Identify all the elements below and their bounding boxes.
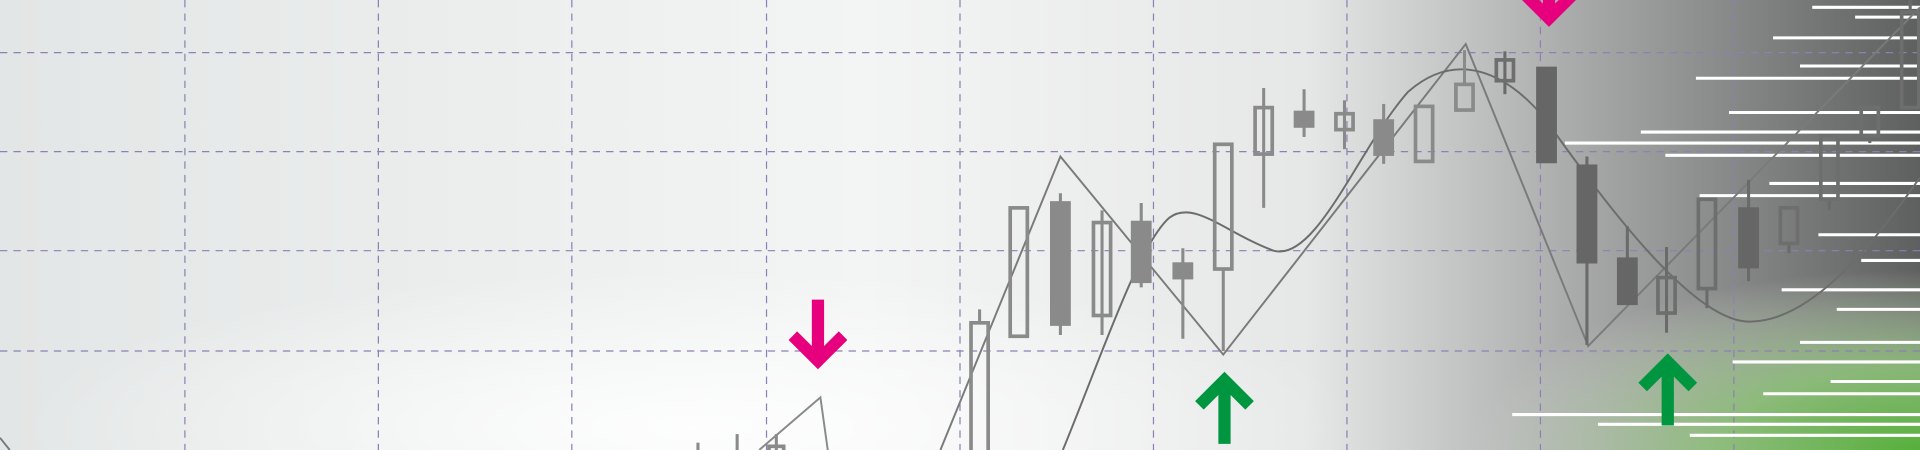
candle bbox=[1778, 206, 1800, 246]
zigzag-line bbox=[758, 395, 829, 450]
candle bbox=[1818, 133, 1840, 202]
candle bbox=[1738, 207, 1759, 269]
candle bbox=[1536, 66, 1557, 164]
white-streaks bbox=[1512, 5, 1920, 437]
candle bbox=[1494, 58, 1516, 83]
candle bbox=[1454, 82, 1475, 112]
candle bbox=[1008, 206, 1030, 339]
candle bbox=[1334, 111, 1355, 132]
candle bbox=[1050, 201, 1071, 326]
candle bbox=[1253, 105, 1275, 156]
candle bbox=[767, 444, 786, 450]
buy-arrow bbox=[1638, 353, 1698, 426]
candle bbox=[1091, 220, 1113, 318]
candle bbox=[1616, 257, 1638, 306]
smooth-line bbox=[1061, 68, 1920, 450]
buy-arrow bbox=[1195, 371, 1254, 444]
edge-line bbox=[0, 437, 11, 450]
candle bbox=[1859, 105, 1881, 138]
candle bbox=[1212, 142, 1234, 271]
zigzag-line bbox=[939, 6, 1920, 450]
candle bbox=[1413, 104, 1435, 164]
candle bbox=[1576, 164, 1598, 264]
candle bbox=[969, 320, 990, 450]
candle bbox=[1656, 275, 1677, 315]
candlesticks bbox=[696, 0, 1920, 450]
candle bbox=[1293, 110, 1315, 128]
sell-arrow bbox=[1522, 0, 1576, 27]
candle bbox=[1696, 197, 1718, 291]
candle bbox=[1373, 119, 1395, 156]
sell-arrow bbox=[788, 299, 848, 370]
candle bbox=[1899, 10, 1920, 110]
candle bbox=[1130, 220, 1152, 284]
candle bbox=[1172, 262, 1194, 280]
